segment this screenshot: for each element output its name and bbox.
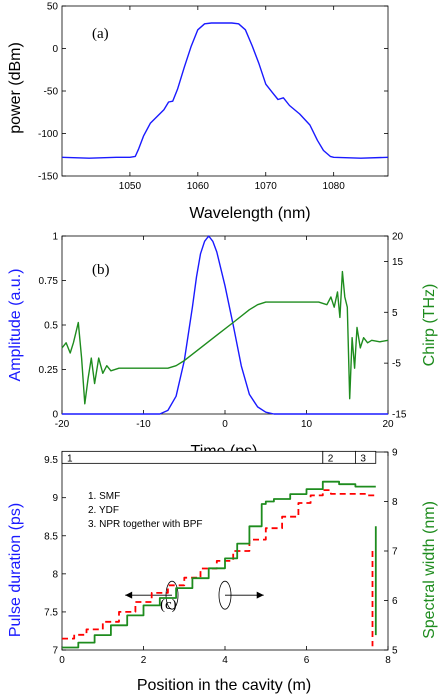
panel-b-ylabel-left: Amplitude (a.u.)	[7, 269, 24, 382]
panel-c-xlabel: Position in the cavity (m)	[137, 677, 311, 694]
panel-b-label: (b)	[92, 262, 110, 278]
panel-c-xtick-label: 4	[222, 655, 228, 666]
panel-b-xtick-label: -20	[55, 419, 70, 430]
panel-c-ytick-right-label: 5	[392, 646, 398, 657]
panel-a-xtick-label: 1060	[187, 181, 210, 192]
panel-c-ylabel-left: Pulse duration (ps)	[7, 503, 24, 637]
panel-b-ytick-right-label: 20	[392, 232, 404, 243]
panel-c-legend-line-3: 3. NPR together with BPF	[88, 519, 203, 530]
panel-c-segment-box	[354, 450, 377, 464]
panel-b-xtick-label: -10	[136, 419, 151, 430]
panel-c-ytick-right-label: 6	[392, 596, 398, 607]
panel-c-segment-label: 1	[67, 453, 73, 464]
panel-b-xtick-label: 20	[382, 419, 394, 430]
panel-c-xtick-label: 8	[385, 655, 391, 666]
panel-b-ytick-right-label: 5	[392, 308, 398, 319]
panel-a-ytick-label: -150	[38, 172, 58, 183]
panel-a: power (dBm) Wavelength (nm) (a) 1050 1060…	[7, 2, 389, 222]
panel-a-ylabel: power (dBm)	[7, 42, 24, 134]
panel-b-series-1-line	[61, 270, 389, 405]
panel-c-xtick-label: 6	[304, 655, 310, 666]
panel-c-legend-line-1: 1. SMF	[88, 491, 120, 502]
panel-c-ylabel-right: Spectral width (nm)	[421, 501, 438, 639]
panel-a-ytick-label: 50	[47, 2, 59, 13]
panel-c-arrow-left-head	[125, 591, 133, 599]
panel-c-ytick-label: 7.5	[44, 607, 58, 618]
panel-a-xtick-label: 1080	[323, 181, 346, 192]
panel-a-series-0-line	[61, 22, 389, 159]
panel-b-ylabel-right: Chirp (THz)	[421, 284, 438, 367]
panel-c-segment-label: 3	[360, 453, 366, 464]
panel-c-ytick-right-label: 8	[392, 497, 398, 508]
panel-c-ytick-label: 9	[52, 493, 58, 504]
panel-a-frame	[61, 5, 389, 177]
panel-a-ytick-label: -100	[38, 129, 58, 140]
panel-c-ytick-right-label: 9	[392, 448, 398, 459]
panel-b: Amplitude (a.u.) Chirp (THz) Time (ps) (…	[7, 232, 438, 461]
panel-b-frame	[61, 235, 389, 415]
panel-b-ytick-right-label: -5	[392, 359, 401, 370]
panel-b-ytick-label: 0.25	[39, 365, 59, 376]
panel-c-ytick-label: 9.5	[44, 455, 58, 466]
panel-a-ytick-label: -50	[44, 87, 59, 98]
panel-b-xtick-label: 0	[222, 419, 228, 430]
panel-b-ytick-right-label: -15	[392, 410, 407, 421]
panel-a-label: (a)	[92, 26, 109, 42]
panel-a-xlabel: Wavelength (nm)	[189, 205, 310, 222]
panel-b-xtick-label: 10	[301, 419, 313, 430]
panel-b-ytick-label: 0.5	[44, 321, 58, 332]
panel-c: Pulse duration (ps) Spectral width (nm) …	[7, 448, 438, 695]
panel-b-ytick-label: 1	[52, 232, 58, 243]
panel-c-ytick-right-label: 7	[392, 547, 398, 558]
panel-c-series-2-line	[62, 480, 376, 649]
panel-c-xtick-label: 0	[59, 655, 65, 666]
panel-b-ytick-right-label: 15	[392, 257, 404, 268]
panel-b-ytick-label: 0	[52, 410, 58, 421]
panel-b-ytick-label: 0.75	[39, 276, 59, 287]
panel-c-label: (c)	[160, 597, 177, 613]
panel-b-series-0-line	[62, 235, 388, 415]
panel-c-arrow-right-head	[256, 591, 264, 599]
panel-c-segment-box	[61, 450, 324, 464]
panel-c-xtick-label: 2	[141, 655, 147, 666]
panel-c-segment-label: 2	[328, 453, 334, 464]
panel-c-ytick-label: 7	[52, 646, 58, 657]
panel-a-xtick-label: 1050	[119, 181, 142, 192]
panel-c-ytick-label: 8	[52, 569, 58, 580]
panel-a-xtick-label: 1070	[255, 181, 278, 192]
panel-a-ytick-label: 0	[52, 44, 58, 55]
panel-c-legend-line-2: 2. YDF	[88, 505, 119, 516]
panel-c-ytick-label: 8.5	[44, 531, 58, 542]
